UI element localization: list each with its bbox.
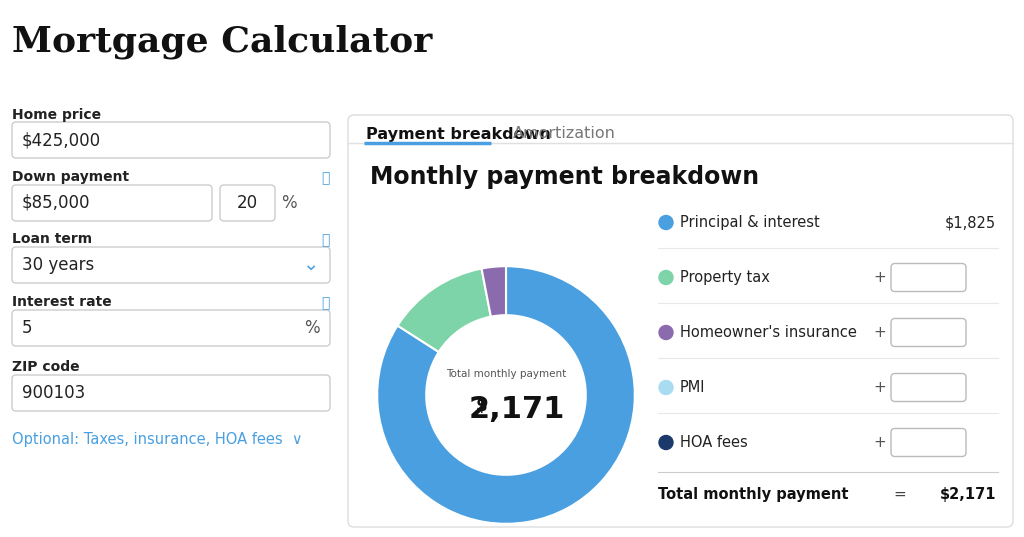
FancyBboxPatch shape [220, 185, 275, 221]
Text: $: $ [899, 381, 908, 395]
Text: %: % [281, 194, 297, 212]
Text: Property tax: Property tax [680, 270, 770, 285]
Text: $: $ [899, 436, 908, 449]
Text: $: $ [899, 325, 908, 339]
FancyBboxPatch shape [891, 429, 966, 456]
Text: %: % [304, 319, 319, 337]
Text: Principal & interest: Principal & interest [680, 215, 820, 230]
Text: PMI: PMI [680, 380, 706, 395]
Text: =: = [894, 487, 906, 502]
Circle shape [659, 436, 673, 449]
FancyBboxPatch shape [348, 115, 1013, 527]
Text: $1,825: $1,825 [945, 215, 996, 230]
Text: Amortization: Amortization [513, 127, 615, 142]
FancyBboxPatch shape [12, 122, 330, 158]
Text: 5: 5 [22, 319, 33, 337]
Text: $85,000: $85,000 [22, 194, 90, 212]
Text: Monthly payment breakdown: Monthly payment breakdown [370, 165, 759, 189]
Text: Home price: Home price [12, 108, 101, 122]
Text: ⓘ: ⓘ [322, 233, 330, 247]
FancyBboxPatch shape [891, 374, 966, 402]
Text: ⓘ: ⓘ [322, 171, 330, 185]
Text: 2,171: 2,171 [469, 395, 565, 424]
Text: $425,000: $425,000 [22, 131, 101, 149]
Text: 0: 0 [950, 380, 961, 395]
Text: Optional: Taxes, insurance, HOA fees  ∨: Optional: Taxes, insurance, HOA fees ∨ [12, 432, 303, 447]
Text: 66: 66 [941, 325, 961, 340]
Text: ZIP code: ZIP code [12, 360, 80, 374]
FancyBboxPatch shape [12, 375, 330, 411]
Text: 20: 20 [237, 194, 258, 212]
Text: Payment breakdown: Payment breakdown [366, 127, 551, 142]
Text: Homeowner's insurance: Homeowner's insurance [680, 325, 857, 340]
Text: HOA fees: HOA fees [680, 435, 748, 450]
Text: 30 years: 30 years [22, 256, 94, 274]
Text: 900103: 900103 [22, 384, 85, 402]
Text: Interest rate: Interest rate [12, 295, 112, 309]
Text: +: + [873, 380, 886, 395]
Text: 280: 280 [932, 270, 961, 285]
Text: ⌄: ⌄ [302, 256, 318, 274]
Circle shape [659, 215, 673, 229]
Text: 0: 0 [950, 435, 961, 450]
FancyBboxPatch shape [12, 247, 330, 283]
Text: $2,171: $2,171 [939, 487, 996, 502]
Wedge shape [377, 266, 635, 524]
Text: Total monthly payment: Total monthly payment [658, 487, 849, 502]
Text: Mortgage Calculator: Mortgage Calculator [12, 25, 432, 59]
FancyBboxPatch shape [12, 185, 212, 221]
Text: $: $ [899, 271, 908, 285]
FancyBboxPatch shape [891, 264, 966, 292]
Circle shape [659, 325, 673, 339]
Text: Loan term: Loan term [12, 232, 92, 246]
Text: Down payment: Down payment [12, 170, 129, 184]
FancyBboxPatch shape [12, 310, 330, 346]
Text: +: + [873, 270, 886, 285]
Text: +: + [873, 325, 886, 340]
FancyBboxPatch shape [891, 318, 966, 346]
Text: ⓘ: ⓘ [322, 296, 330, 310]
Text: Total monthly payment: Total monthly payment [445, 369, 566, 379]
Wedge shape [481, 266, 506, 317]
Circle shape [659, 381, 673, 395]
Text: $: $ [475, 397, 486, 415]
Circle shape [659, 271, 673, 285]
Wedge shape [397, 268, 490, 352]
Text: +: + [873, 435, 886, 450]
